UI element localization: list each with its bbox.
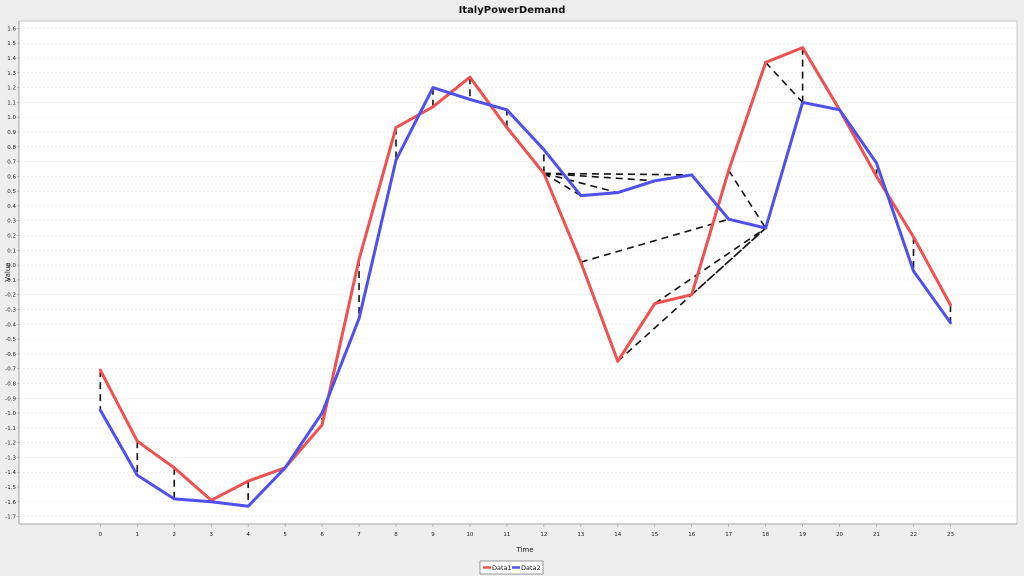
y-tick-label: -1.3 bbox=[5, 455, 16, 461]
x-tick-label: 18 bbox=[762, 532, 769, 538]
y-tick-label: 1.4 bbox=[7, 56, 16, 62]
x-tick-label: 7 bbox=[357, 532, 361, 538]
y-tick-label: 1.1 bbox=[7, 100, 16, 106]
y-tick-label: -1.5 bbox=[5, 485, 16, 491]
alignment-link bbox=[580, 218, 729, 263]
legend-box bbox=[479, 560, 544, 575]
y-tick-label: 0.8 bbox=[7, 145, 16, 151]
y-tick-label: 0.2 bbox=[7, 234, 16, 240]
x-tick-label: 19 bbox=[799, 532, 806, 538]
axes bbox=[18, 21, 1017, 525]
y-tick-label: 0.6 bbox=[7, 174, 16, 180]
chart-title: ItalyPowerDemand bbox=[459, 5, 566, 16]
y-tick-label: -0.9 bbox=[5, 396, 16, 402]
x-tick-label: 21 bbox=[873, 532, 880, 538]
y-tick-label: 1.5 bbox=[7, 41, 16, 47]
y-tick-label: -1.6 bbox=[5, 500, 16, 506]
x-tick-label: 11 bbox=[503, 532, 510, 538]
x-tick-label: 6 bbox=[320, 532, 324, 538]
x-tick-label: 1 bbox=[136, 532, 140, 538]
y-tick-label: -0.4 bbox=[5, 322, 16, 328]
alignment-link bbox=[654, 227, 767, 305]
x-tick-label: 20 bbox=[836, 532, 843, 538]
legend-label-data1: Data1 bbox=[492, 564, 512, 572]
alignment-link bbox=[543, 172, 692, 176]
y-tick-label: -0.1 bbox=[5, 278, 16, 284]
y-tick-label: 1.3 bbox=[7, 71, 16, 77]
x-tick-label: 4 bbox=[246, 532, 250, 538]
plot-area bbox=[18, 20, 1018, 525]
y-tick-label: 1.0 bbox=[7, 115, 16, 121]
x-tick-labels: 0 1 2 3 4 5 6 7 8 9 10 11 12 13 14 15 16 17 18 19 20 21 22 23 bbox=[99, 524, 954, 538]
x-tick-label: 16 bbox=[688, 532, 695, 538]
y-axis-label: Value bbox=[4, 262, 12, 281]
y-tick-label: -0.8 bbox=[5, 381, 16, 387]
alignment-link bbox=[691, 227, 767, 296]
series-line-data2 bbox=[98, 86, 952, 508]
y-tick-label: -1.2 bbox=[5, 441, 16, 447]
y-tick-label: -1.7 bbox=[5, 515, 16, 521]
legend-label-data2: Data2 bbox=[521, 564, 541, 572]
y-tick-label: -0.7 bbox=[5, 367, 16, 373]
x-tick-label: 0 bbox=[99, 532, 103, 538]
x-tick-label: 22 bbox=[910, 532, 917, 538]
y-tick-label: 1.6 bbox=[7, 26, 16, 32]
x-tick-label: 23 bbox=[947, 532, 954, 538]
y-tick-label: -1.0 bbox=[5, 411, 16, 417]
y-tick-label: 0.7 bbox=[7, 160, 16, 166]
y-tick-label: 0.0 bbox=[7, 263, 16, 269]
x-tick-label: 3 bbox=[209, 532, 213, 538]
series-lines bbox=[98, 46, 952, 508]
alignment-link bbox=[543, 172, 619, 194]
alignment-link bbox=[765, 61, 804, 103]
legend: Data1 Data2 bbox=[479, 560, 544, 575]
x-tick-label: 13 bbox=[577, 532, 584, 538]
y-tick-label: -0.3 bbox=[5, 307, 16, 313]
y-tick-label: -1.1 bbox=[5, 426, 16, 432]
x-tick-label: 8 bbox=[394, 532, 398, 538]
y-tick-label: -0.6 bbox=[5, 352, 16, 358]
x-axis-label: Time bbox=[515, 546, 533, 554]
y-tick-label: -0.5 bbox=[5, 337, 16, 343]
y-tick-label: 0.9 bbox=[7, 130, 16, 136]
y-tick-label: -1.4 bbox=[5, 470, 16, 476]
y-tick-label: 0.1 bbox=[7, 248, 16, 254]
x-tick-label: 5 bbox=[283, 532, 287, 538]
x-tick-label: 14 bbox=[614, 532, 621, 538]
y-tick-label: 0.4 bbox=[7, 204, 16, 210]
y-tick-label: 0.3 bbox=[7, 219, 16, 225]
x-tick-label: 10 bbox=[466, 532, 473, 538]
y-tick-labels: -1.7 -1.6 -1.5 -1.4 -1.3 -1.2 -1.1 -1.0 -0.9 -0.8… bbox=[5, 26, 19, 521]
x-tick-label: 12 bbox=[540, 532, 547, 538]
series-line-data1 bbox=[98, 46, 952, 502]
x-tick-label: 15 bbox=[651, 532, 658, 538]
x-tick-label: 17 bbox=[725, 532, 732, 538]
x-tick-label: 9 bbox=[431, 532, 435, 538]
x-tick-label: 2 bbox=[172, 532, 176, 538]
y-tick-label: -0.2 bbox=[5, 293, 16, 299]
y-tick-label: 1.2 bbox=[7, 86, 16, 92]
y-tick-label: 0.5 bbox=[7, 189, 16, 195]
